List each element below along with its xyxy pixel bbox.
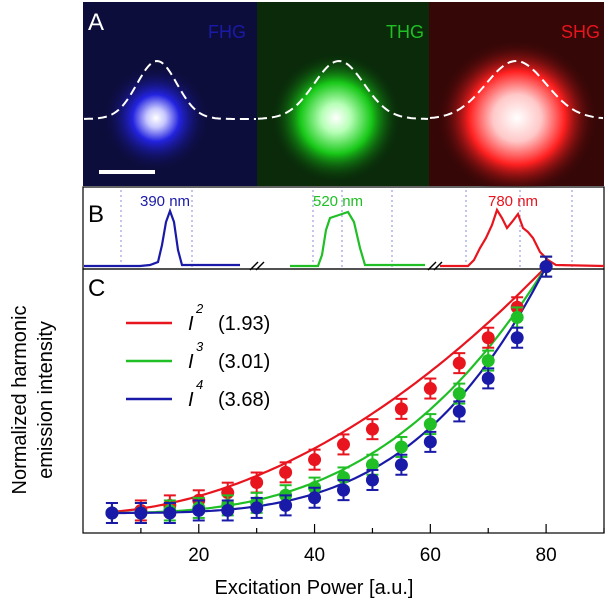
data-point [423, 377, 437, 400]
peak-label-780nm: 780 nm [488, 193, 538, 210]
data-point [308, 486, 322, 509]
data-point [163, 502, 177, 524]
legend: I 2 (1.93) I 3 (3.01) I 4 (3.68) [126, 301, 270, 411]
shg-spot [437, 40, 597, 196]
data-point [481, 349, 495, 372]
peak-label-390nm: 390 nm [140, 193, 190, 210]
legend-i3-value: (3.01) [218, 351, 270, 373]
data-point [481, 367, 495, 390]
data-points [105, 255, 553, 524]
data-point [539, 255, 553, 278]
y-axis-title: Normalized harmonic emission intensity [9, 306, 57, 495]
legend-item-i4: I 4 (3.68) [126, 377, 270, 411]
panel-c-letter: C [88, 275, 105, 302]
panel-b: 390 nm 520 nm 780 nm B [82, 186, 605, 271]
data-point [452, 382, 466, 405]
data-point [423, 430, 437, 453]
legend-i4-base: I [188, 389, 194, 411]
data-point [365, 418, 379, 441]
data-point [134, 502, 148, 524]
panel-a-letter: A [88, 9, 104, 36]
x-axis-ticks: 20 40 60 80 [140, 524, 605, 566]
legend-i4-exp: 4 [196, 377, 203, 392]
data-point [337, 479, 350, 502]
data-point [423, 413, 437, 436]
shg-profile-line [429, 59, 604, 120]
x-tick-label: 20 [188, 545, 209, 566]
panel-c: C 20 40 60 80 I 2 (1.93) I 3 (3.01) I 4 (3.… [82, 255, 605, 566]
fit-curve [111, 265, 547, 513]
shg-label: SHG [561, 22, 600, 42]
spectrum-780nm [440, 207, 605, 268]
fhg-profile-line [84, 59, 256, 120]
thg-spot [271, 53, 401, 183]
y-axis-title-line-2: emission intensity [35, 321, 57, 479]
data-point [365, 468, 379, 491]
legend-i2-value: (1.93) [218, 313, 270, 335]
fhg-spot [104, 66, 208, 170]
data-point [250, 496, 264, 519]
thg-profile-line [257, 59, 428, 120]
fhg-label: FHG [208, 22, 246, 42]
data-point [452, 400, 466, 423]
legend-item-i2: I 2 (1.93) [126, 301, 270, 335]
x-tick-label: 80 [536, 545, 557, 566]
fit-curve [111, 266, 548, 514]
spectrum-520nm [290, 210, 425, 268]
data-point [279, 494, 293, 517]
x-tick-label: 40 [304, 545, 325, 566]
data-point [337, 433, 350, 456]
data-point [105, 502, 119, 524]
legend-i3-exp: 3 [196, 339, 204, 354]
panel-b-frame [82, 186, 605, 270]
x-axis-title: Excitation Power [a.u.] [215, 577, 414, 599]
data-point [394, 397, 408, 420]
data-point [192, 499, 206, 522]
fit-curve [111, 266, 548, 515]
x-tick-label: 60 [420, 545, 441, 566]
data-point [510, 326, 524, 349]
thg-label: THG [386, 22, 424, 42]
panel-c-frame [82, 268, 605, 534]
legend-item-i3: I 3 (3.01) [126, 339, 270, 373]
data-point [481, 326, 495, 349]
data-point [221, 499, 235, 522]
data-point [279, 461, 293, 484]
y-axis-title-line-1: Normalized harmonic [9, 306, 31, 495]
legend-i2-exp: 2 [195, 301, 204, 316]
data-point [394, 435, 408, 458]
data-point [250, 471, 264, 494]
fit-curves [111, 265, 548, 515]
legend-i2-base: I [188, 313, 194, 335]
data-point [308, 448, 322, 471]
spectrum-390nm [84, 207, 240, 268]
data-point [394, 453, 408, 476]
data-point [452, 352, 466, 375]
panel-b-letter: B [88, 201, 104, 228]
legend-i3-base: I [188, 351, 194, 373]
panel-a: A FHG THG SHG [83, 2, 604, 196]
peak-label-520nm: 520 nm [313, 193, 363, 210]
legend-i4-value: (3.68) [218, 389, 270, 411]
